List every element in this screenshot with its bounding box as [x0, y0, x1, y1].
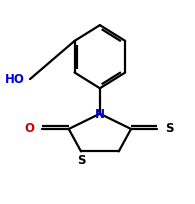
Text: HO: HO: [4, 72, 24, 85]
Text: N: N: [95, 108, 105, 121]
Text: S: S: [77, 154, 85, 167]
Text: S: S: [165, 121, 174, 134]
Text: O: O: [25, 121, 35, 134]
